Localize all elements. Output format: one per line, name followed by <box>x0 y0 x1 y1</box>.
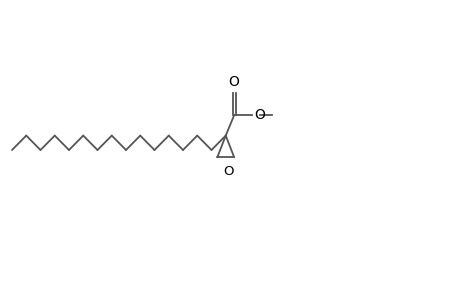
Text: O: O <box>254 108 265 122</box>
Text: O: O <box>223 165 234 178</box>
Text: O: O <box>228 75 239 89</box>
